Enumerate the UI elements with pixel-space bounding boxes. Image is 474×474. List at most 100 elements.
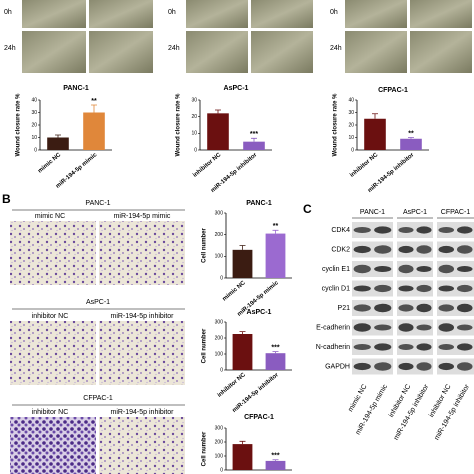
y-tick-label: 100 [215,254,224,260]
y-tick-label: 300 [215,425,224,431]
band [374,266,392,272]
band [416,303,432,313]
y-tick-label: 0 [34,147,37,153]
group-label: inhibitor NC [32,409,69,416]
band [398,245,414,254]
error-bar [239,245,246,250]
cell-line: AsPC-1 [403,209,427,216]
blot-strip [437,280,474,297]
y-tick-label: 100 [215,453,224,459]
protein-label: cyclin D1 [322,285,351,292]
band [398,264,414,274]
band [398,227,414,233]
band [353,264,371,274]
bar [207,113,229,150]
lane-label: miR-194-5p inhibitor [434,383,472,442]
chart-title: AsPC-1 [247,309,272,316]
panel-label: C [303,202,312,216]
band [398,285,414,292]
time-label: 24h [4,45,16,52]
band [353,323,371,332]
bar [232,334,253,370]
micrograph [99,417,185,474]
band [438,323,455,332]
micrograph [410,0,472,28]
band [438,285,455,292]
time-label: 0h [168,9,176,16]
y-axis-label: Cell number [202,328,208,363]
bar [400,138,422,150]
time-label: 0h [330,9,338,16]
chart-title: AsPC-1 [224,85,249,92]
y-axis-label: Cell number [202,431,208,466]
blot-strip [352,280,393,297]
protein-label: GAPDH [325,363,350,370]
protein-label: P21 [338,305,351,312]
band [416,245,432,254]
bar [47,137,69,150]
error-bar [272,459,279,461]
blot-strip [352,222,393,238]
band [456,362,473,371]
panel-label: B [2,192,11,206]
band [456,303,473,313]
band [416,284,432,293]
y-tick-label: 300 [215,210,224,216]
y-tick-label: 20 [348,122,354,128]
band [456,343,473,351]
y-tick-label: 200 [215,232,224,238]
group-label: miR-194-5p inhibitor [110,409,174,416]
bar [265,233,286,278]
y-tick-label: 10 [31,135,37,141]
significance: *** [271,344,279,351]
error-bar [55,134,61,138]
band [374,284,392,293]
time-label: 24h [168,45,180,52]
significance: ** [408,130,414,137]
protein-label: CDK2 [331,246,350,253]
transwell: PANC-1 mimic NC miR-194-5p mimic AsPC-1 … [10,200,185,474]
x-tick-label: mimic NC [37,152,63,175]
band [353,227,371,233]
x-tick-label: inhibitor NC [192,152,223,179]
blot-strip [397,222,433,238]
bar [364,118,386,150]
y-tick-label: 0 [351,147,354,153]
band [456,245,473,254]
band [416,226,432,234]
y-tick-label: 10 [348,135,354,141]
band [398,344,414,350]
band [416,266,432,272]
error-bar [215,109,221,114]
significance: *** [271,453,279,460]
band [438,245,455,254]
protein-label: N-cadherin [316,344,350,351]
error-bar [408,137,414,139]
group-label: miR-194-5p mimic [114,213,171,220]
bar [83,112,105,150]
y-tick-label: 200 [215,335,224,341]
blot-strip [437,339,474,355]
bar [265,460,286,470]
band [456,324,473,331]
micrograph [22,0,86,28]
time-label: 0h [4,9,12,16]
band [416,343,432,351]
micrograph [251,31,313,73]
band [353,304,371,312]
significance: ** [273,223,279,230]
group-label: inhibitor NC [32,313,69,320]
y-tick-label: 0 [220,367,223,373]
micrograph [10,321,96,385]
micrograph [410,31,472,73]
cell-line: CFPAC-1 [441,209,471,216]
significance: *** [250,131,258,138]
band [353,344,371,350]
error-bar [239,440,246,445]
band [398,362,414,371]
y-tick-label: 0 [194,147,197,153]
band [398,304,414,312]
band [374,226,392,234]
band [374,324,392,331]
